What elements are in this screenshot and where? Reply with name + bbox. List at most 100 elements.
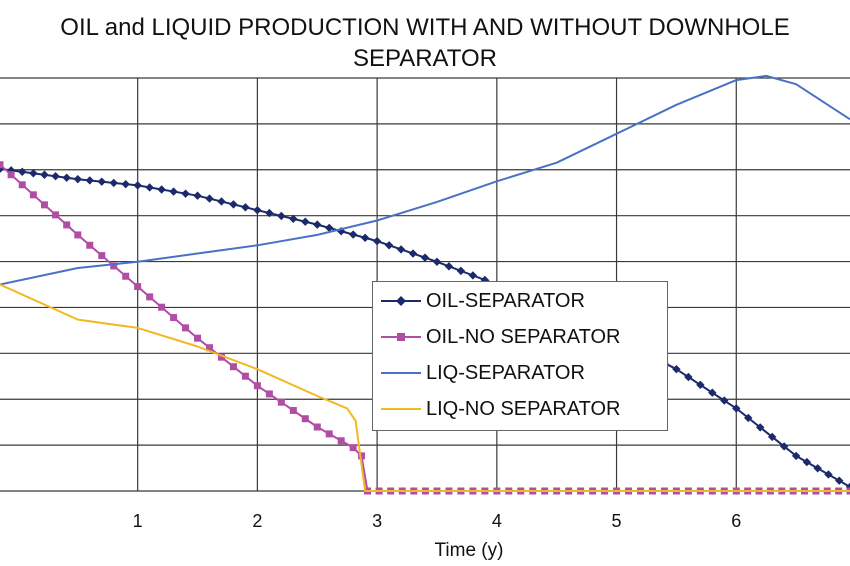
- data-point-diamond: [313, 220, 322, 229]
- data-point-square: [134, 283, 142, 291]
- data-point-square: [349, 444, 357, 452]
- x-tick-label: 2: [252, 511, 262, 531]
- data-point-square: [358, 452, 366, 460]
- data-point-square: [206, 344, 214, 352]
- data-point-diamond: [169, 187, 178, 196]
- data-point-diamond: [744, 413, 753, 423]
- data-point-square: [158, 303, 166, 311]
- legend-symbol-liq-no-separator: [381, 408, 421, 410]
- data-point-diamond: [253, 205, 262, 215]
- data-point-square: [40, 201, 48, 209]
- data-point-diamond: [29, 169, 38, 178]
- data-point-diamond: [73, 174, 83, 184]
- legend-item-liq-no-separator: LIQ-NO SEPARATOR: [381, 396, 661, 422]
- data-point-diamond: [791, 451, 801, 461]
- legend-item-oil-separator: OIL-SEPARATOR: [381, 288, 661, 314]
- x-tick-labels: 1 2 3 4 5 6: [133, 511, 742, 531]
- data-point-square: [0, 161, 4, 169]
- series-liq-separator: [0, 74, 850, 286]
- data-point-square: [182, 324, 190, 332]
- data-point-diamond: [384, 241, 394, 250]
- data-point-diamond: [708, 388, 717, 397]
- legend-label-oil-no-separator: OIL-NO SEPARATOR: [426, 326, 621, 348]
- data-point-diamond: [133, 181, 142, 190]
- legend: OIL-SEPARATOR OIL-NO SEPARATOR LIQ-SEPAR…: [372, 281, 668, 431]
- data-point-diamond: [18, 167, 27, 177]
- data-point-diamond: [348, 230, 358, 239]
- data-point-diamond: [241, 203, 250, 212]
- data-point-square: [194, 334, 202, 342]
- series-layer: [0, 74, 850, 495]
- data-point-diamond: [456, 266, 466, 276]
- series-liq-no-separator: [0, 283, 850, 492]
- data-point-square: [170, 314, 178, 322]
- chart-title-line-1: OIL and LIQUID PRODUCTION WITH AND WITHO…: [60, 14, 790, 41]
- data-point-square: [289, 406, 297, 414]
- data-point-diamond: [720, 396, 729, 405]
- data-point-square: [301, 415, 309, 423]
- data-point-square: [337, 437, 345, 445]
- data-point-diamond: [40, 170, 49, 179]
- data-point-diamond: [408, 249, 418, 258]
- legend-label-oil-separator: OIL-SEPARATOR: [426, 290, 585, 312]
- data-point-diamond: [145, 183, 154, 192]
- x-tick-label: 4: [492, 511, 502, 531]
- legend-item-oil-no-separator: OIL-NO SEPARATOR: [381, 324, 661, 350]
- data-point-square: [7, 171, 15, 179]
- data-point-diamond: [684, 372, 693, 382]
- data-point-diamond: [265, 208, 274, 218]
- data-point-diamond: [217, 197, 226, 206]
- data-point-square: [122, 272, 130, 280]
- data-point-square: [229, 363, 237, 371]
- legend-label-liq-separator: LIQ-SEPARATOR: [426, 362, 585, 384]
- data-point-square: [63, 221, 71, 229]
- x-tick-label: 5: [612, 511, 622, 531]
- data-point-diamond: [109, 178, 118, 188]
- x-tick-label: 3: [372, 511, 382, 531]
- data-point-diamond: [289, 214, 298, 224]
- data-point-square: [277, 398, 285, 406]
- data-point-diamond: [756, 423, 765, 432]
- data-point-diamond: [802, 457, 812, 467]
- data-point-diamond: [97, 177, 106, 186]
- x-axis-label: Time (y): [435, 540, 504, 561]
- chart-title-line-2: SEPARATOR: [352, 45, 498, 72]
- data-point-square: [86, 241, 94, 249]
- data-point-diamond: [696, 380, 705, 390]
- data-point-square: [217, 353, 225, 361]
- data-point-diamond: [325, 223, 334, 233]
- data-point-diamond: [51, 172, 60, 181]
- data-point-diamond: [193, 191, 202, 200]
- data-point-square: [110, 262, 118, 270]
- data-point-square: [74, 231, 82, 239]
- data-point-diamond: [824, 470, 833, 479]
- legend-item-liq-separator: LIQ-SEPARATOR: [381, 360, 661, 386]
- x-tick-label: 1: [133, 511, 143, 531]
- data-point-square: [29, 191, 37, 199]
- data-point-diamond: [468, 271, 478, 280]
- data-point-diamond: [444, 262, 454, 271]
- data-point-diamond: [181, 189, 190, 198]
- data-point-diamond: [432, 257, 442, 266]
- series-line-liq-no-separator: [0, 283, 850, 492]
- data-point-diamond: [420, 253, 430, 262]
- data-point-square: [313, 423, 321, 431]
- data-point-diamond: [121, 179, 130, 189]
- data-point-diamond: [372, 236, 382, 246]
- data-point-diamond: [205, 194, 214, 203]
- data-point-square: [325, 430, 333, 438]
- data-point-square: [241, 372, 249, 380]
- data-point-square: [52, 211, 60, 219]
- data-point-diamond: [779, 442, 789, 451]
- x-tick-label: 6: [731, 511, 741, 531]
- series-line-liq-separator: [0, 74, 850, 286]
- legend-symbol-liq-separator: [381, 372, 421, 374]
- data-point-square: [146, 293, 154, 301]
- data-point-square: [18, 181, 26, 189]
- legend-symbol-oil-no-separator: [381, 333, 421, 341]
- legend-label-liq-no-separator: LIQ-NO SEPARATOR: [426, 398, 621, 420]
- data-point-square: [253, 382, 261, 390]
- data-point-diamond: [301, 217, 310, 226]
- data-point-diamond: [732, 404, 741, 413]
- data-point-diamond: [229, 200, 238, 209]
